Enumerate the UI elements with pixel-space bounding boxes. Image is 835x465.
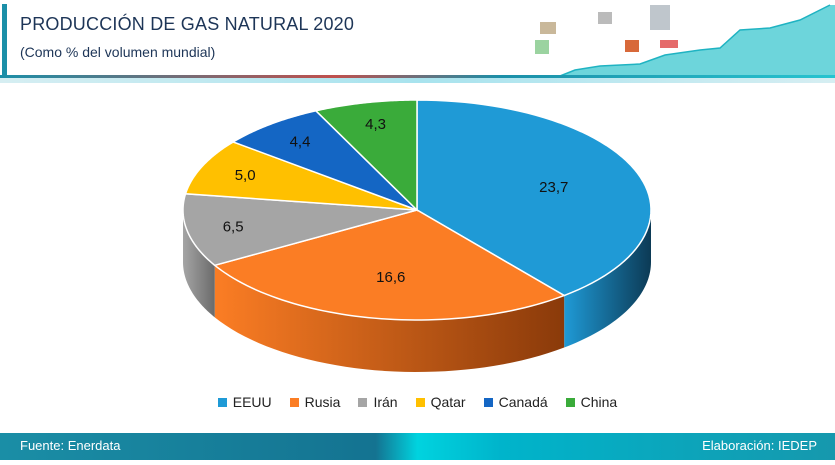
data-label-iran: 6,5 (223, 219, 244, 236)
legend-label: EEUU (232, 394, 272, 410)
pie-slice-china (314, 99, 418, 212)
credit-text: Elaboración: IEDEP (702, 438, 817, 453)
legend-item-china: China (565, 394, 618, 410)
legend-label: China (580, 394, 618, 410)
pie-chart: 23,7 16,6 6,5 5,0 4,4 4,3 (182, 99, 652, 372)
legend-swatch (415, 397, 425, 407)
pie-slice-iran (182, 192, 418, 267)
legend-swatch (358, 397, 368, 407)
legend-swatch (483, 397, 493, 407)
source-text: Fuente: Enerdata (20, 438, 121, 453)
header-graphic-icon (350, 4, 835, 78)
header-divider (0, 75, 835, 78)
legend-label: Irán (373, 394, 398, 410)
pie-slice-rusia (213, 209, 566, 321)
legend-label: Qatar (430, 394, 466, 410)
pie-slice-qatar (184, 141, 418, 211)
pie-side-rusia (214, 265, 565, 372)
legend-item-eeuu: EEUU (217, 394, 272, 410)
data-label-china: 4,3 (365, 116, 386, 133)
pie-slice-canada (231, 109, 418, 211)
header-divider-light (0, 78, 835, 83)
data-label-qatar: 5,0 (235, 167, 256, 184)
data-label-eeuu: 23,7 (539, 179, 568, 196)
pie-side-iran (183, 210, 215, 318)
legend-swatch (217, 397, 227, 407)
legend-swatch (289, 397, 299, 407)
legend-item-qatar: Qatar (415, 394, 466, 410)
legend-item-rusia: Rusia (289, 394, 341, 410)
legend-swatch (565, 397, 575, 407)
footer: Fuente: Enerdata Elaboración: IEDEP (0, 433, 835, 460)
legend-item-iran: Irán (358, 394, 398, 410)
header: PRODUCCIÓN DE GAS NATURAL 2020 (Como % d… (0, 0, 835, 84)
page-title: PRODUCCIÓN DE GAS NATURAL 2020 (20, 14, 355, 34)
legend-label: Rusia (304, 394, 341, 410)
data-label-canada: 4,4 (290, 133, 311, 150)
page-subtitle: (Como % del volumen mundial) (20, 44, 216, 60)
legend: EEUU Rusia Irán Qatar Canadá China (0, 394, 835, 410)
legend-label: Canadá (498, 394, 548, 410)
pie-slice-eeuu (416, 99, 652, 297)
data-label-rusia: 16,6 (376, 269, 405, 286)
legend-item-canada: Canadá (483, 394, 548, 410)
accent-bar (2, 4, 7, 78)
pie-side-eeuu (564, 210, 651, 348)
